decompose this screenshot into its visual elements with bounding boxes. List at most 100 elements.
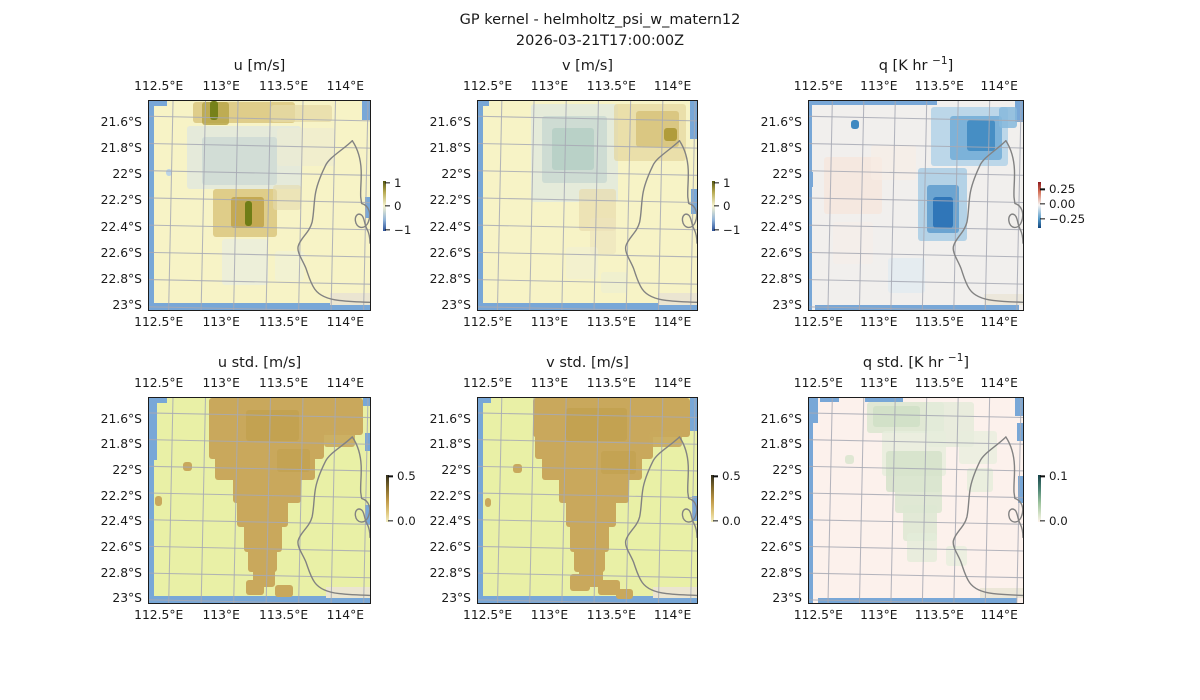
panel-title-end: ] [963, 354, 970, 371]
data-patch [903, 504, 938, 542]
colorbar-strip [1038, 475, 1041, 522]
map-data-layer [809, 398, 1023, 603]
data-patch [149, 398, 157, 460]
y-tick-label: 21.6°S [429, 114, 471, 129]
y-axis-labels: 21.6°S 21.8°S 22°S 22.2°S 22.4°S 22.6°S 22.8°S… [744, 100, 802, 312]
data-patch [809, 398, 818, 423]
x-axis-labels-bottom: 112.5°E 113°E 113.5°E 114°E [794, 608, 1024, 624]
colorbar-strip [711, 475, 714, 522]
data-patch [945, 545, 968, 567]
data-patch [809, 172, 814, 187]
y-tick-label: 22.6°S [100, 539, 142, 554]
y-axis-labels: 21.6°S 21.8°S 22°S 22.2°S 22.4°S 22.6°S 22.8°S… [413, 397, 471, 606]
data-patch [657, 293, 697, 305]
panel-title-text: u [m/s] [233, 57, 286, 74]
x-tick-label: 114°E [326, 79, 365, 93]
data-patch [149, 596, 370, 603]
y-tick-label: 21.8°S [760, 141, 802, 156]
y-tick-label: 22°S [441, 167, 471, 182]
x-axis-labels-top: 112.5°E 113°E 113.5°E 114°E [463, 79, 698, 95]
data-patch [325, 586, 370, 598]
y-tick-label: 22°S [441, 462, 471, 477]
colorbar-strip [1038, 182, 1041, 228]
colorbar-tick [1040, 519, 1045, 522]
data-patch [569, 574, 590, 591]
colorbar-tick-label: −0.25 [1049, 211, 1086, 226]
x-tick-label: 112.5°E [463, 79, 513, 93]
data-patch [967, 467, 994, 493]
colorbar-q: 0.25 0.00 −0.25 [1038, 182, 1100, 228]
panel-title-sup: −1 [932, 55, 948, 67]
x-tick-label: 114°E [653, 376, 692, 390]
data-patch [565, 408, 627, 442]
map-q [808, 100, 1024, 311]
colorbar-strip [386, 475, 389, 522]
colorbar-tick [385, 228, 390, 231]
colorbar-tick [1040, 188, 1045, 191]
y-tick-label: 23°S [112, 591, 142, 606]
data-patch [209, 101, 218, 120]
data-patch [689, 101, 697, 139]
data-patch [578, 188, 616, 231]
x-tick-label: 114°E [326, 376, 365, 390]
map-data-layer [149, 398, 370, 603]
y-tick-label: 22.6°S [429, 539, 471, 554]
colorbar-tick-label: 0.0 [397, 513, 416, 528]
data-patch [809, 101, 938, 106]
x-axis-labels-top: 112.5°E 113°E 113.5°E 114°E [134, 79, 371, 95]
data-patch [252, 568, 275, 587]
y-tick-label: 22.2°S [429, 193, 471, 208]
y-tick-label: 22°S [772, 167, 802, 182]
data-patch [1016, 422, 1023, 442]
x-tick-label: 113°E [860, 608, 898, 622]
y-tick-label: 22.2°S [100, 488, 142, 503]
data-patch [918, 167, 968, 242]
data-patch [881, 430, 946, 476]
y-tick-label: 21.8°S [429, 437, 471, 452]
data-patch [600, 272, 627, 294]
data-patch [886, 451, 942, 493]
map-data-layer [809, 101, 1023, 310]
data-patch [819, 398, 839, 403]
x-tick-label: 114°E [653, 608, 692, 622]
data-patch [330, 293, 370, 305]
data-patch [149, 101, 155, 310]
x-tick-label: 113.5°E [586, 608, 636, 622]
x-tick-label: 113°E [530, 608, 569, 622]
y-tick-label: 22.4°S [100, 219, 142, 234]
x-tick-label: 114°E [653, 79, 692, 93]
data-patch [894, 475, 942, 513]
data-patch [823, 157, 882, 214]
x-axis-labels-bottom: 112.5°E 113°E 113.5°E 114°E [463, 315, 698, 331]
colorbar-tick-label: 0.00 [1049, 197, 1076, 212]
data-patch [155, 496, 162, 506]
data-patch [930, 107, 1008, 166]
data-patch [277, 449, 311, 472]
coastline [478, 101, 697, 310]
x-axis-labels-top: 112.5°E 113°E 113.5°E 114°E [794, 79, 1024, 95]
data-patch [478, 180, 483, 202]
data-patch [478, 596, 697, 603]
graticule-grid [477, 100, 698, 311]
data-patch [589, 218, 616, 254]
colorbar-tick-label: 0.5 [397, 469, 416, 484]
data-patch [832, 222, 874, 265]
graticule-grid [477, 397, 698, 604]
data-patch [513, 463, 522, 473]
panel-title-sup: −1 [947, 352, 964, 364]
colorbar-tick-label: −1 [394, 222, 412, 237]
data-patch [809, 582, 814, 603]
data-patch [578, 568, 603, 587]
coastline [149, 101, 370, 310]
data-patch [274, 251, 304, 281]
x-axis-labels-bottom: 112.5°E 113°E 113.5°E 114°E [794, 315, 1024, 331]
map-v [477, 100, 698, 311]
y-tick-label: 21.6°S [429, 411, 471, 426]
data-patch [478, 303, 697, 310]
y-tick-label: 23°S [441, 298, 471, 313]
data-patch [815, 304, 1019, 310]
